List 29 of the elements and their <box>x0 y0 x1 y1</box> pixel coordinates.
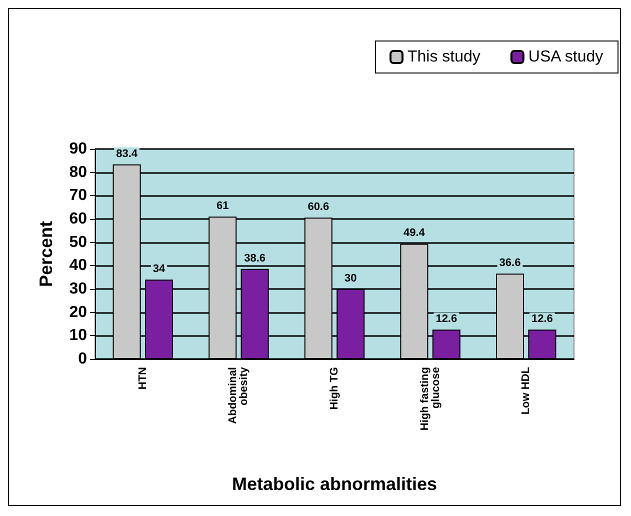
y-tick-label: 0 <box>78 350 88 368</box>
x-axis-title: Metabolic abnormalities <box>232 474 438 494</box>
y-tick-label: 30 <box>69 280 88 298</box>
y-tick-label: 50 <box>69 234 88 251</box>
data-label: 30 <box>344 272 357 284</box>
legend-label: This study <box>408 48 480 66</box>
x-tick-label: High fasting glucose <box>418 367 442 431</box>
x-tick-label: Low HDL <box>520 366 532 415</box>
data-label: 36.6 <box>499 257 521 270</box>
y-tick-label: 90 <box>69 140 88 158</box>
y-axis-title: Percent <box>36 220 56 288</box>
data-label: 12.6 <box>531 313 553 326</box>
y-tick-label: 20 <box>69 304 88 321</box>
legend-label: USA study <box>528 48 604 66</box>
data-label: 60.6 <box>308 201 330 214</box>
x-tick-label: High TG <box>328 367 340 410</box>
data-label: 83.4 <box>116 148 138 160</box>
y-tick-label: 40 <box>69 257 88 274</box>
data-label: 49.4 <box>403 227 426 240</box>
data-label: 61 <box>216 200 229 212</box>
y-tick-label: 80 <box>69 164 88 181</box>
y-tick-label: 60 <box>69 210 88 228</box>
data-label: 34 <box>152 263 166 276</box>
y-tick-label: 70 <box>69 187 88 204</box>
x-tick-label: Abdominal obesity <box>227 366 250 424</box>
y-tick-label: 10 <box>69 327 88 344</box>
x-tick-label: HTN <box>136 366 149 390</box>
data-label: 12.6 <box>436 313 458 326</box>
data-label: 38.6 <box>244 252 266 264</box>
